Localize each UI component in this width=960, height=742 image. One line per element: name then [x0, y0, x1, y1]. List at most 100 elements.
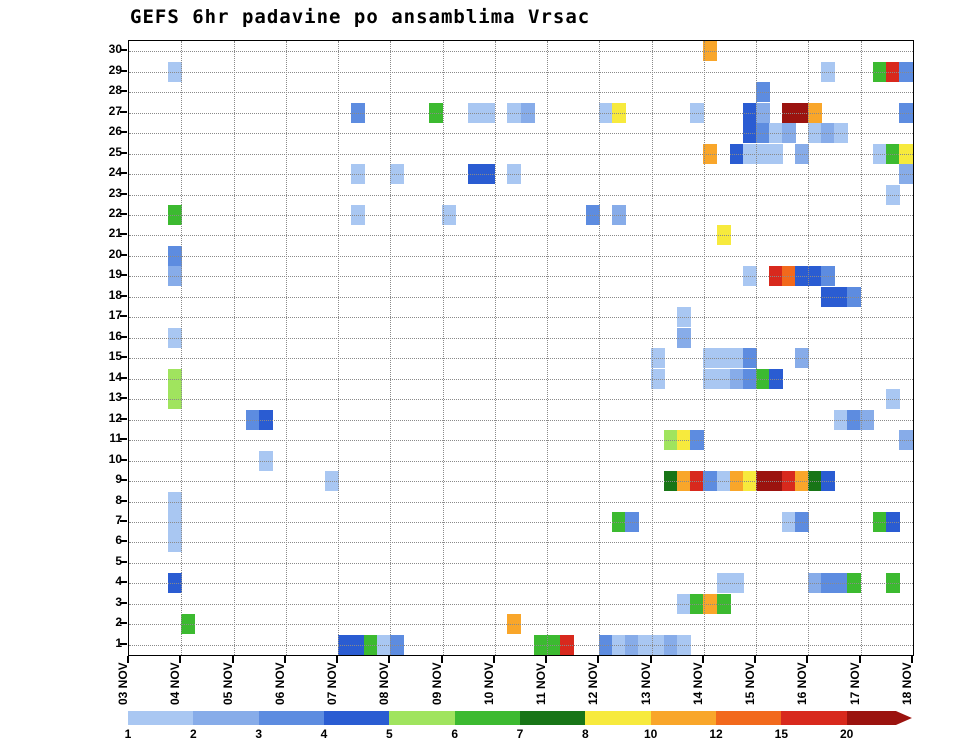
gridline-vertical	[390, 41, 392, 655]
y-axis-tick-label: 20	[108, 246, 122, 261]
legend-value-label: 6	[451, 727, 458, 741]
x-axis-tick-mark	[440, 656, 443, 663]
y-axis-tick-mark	[120, 397, 127, 400]
gridline-horizontal	[129, 71, 913, 73]
y-axis-tick-label: 6	[115, 533, 122, 548]
gridline-vertical	[233, 41, 235, 655]
x-axis-tick-label: 14 NOV	[690, 662, 705, 705]
legend-value-label: 15	[774, 727, 789, 741]
y-axis-tick-label: 16	[108, 328, 122, 343]
gridline-horizontal	[129, 419, 913, 421]
gridline-vertical	[181, 41, 183, 655]
y-axis-tick-mark	[120, 540, 127, 543]
gridline-horizontal	[129, 624, 913, 626]
gridline-horizontal	[129, 481, 913, 483]
y-axis-tick-label: 4	[115, 574, 122, 589]
gridline-horizontal	[129, 501, 913, 503]
legend-color-segment	[193, 711, 259, 725]
y-axis-tick-mark	[120, 642, 127, 645]
gridline-horizontal	[129, 644, 913, 646]
legend-value-label: 10	[643, 727, 658, 741]
x-axis-tick-label: 17 NOV	[847, 662, 862, 705]
y-axis-tick-label: 17	[108, 308, 122, 323]
y-axis-tick-label: 3	[115, 594, 122, 609]
y-axis-tick-label: 19	[108, 267, 122, 282]
legend-value-label: 20	[839, 727, 854, 741]
x-axis-tick-label: 16 NOV	[795, 662, 810, 705]
x-axis-tick-mark	[649, 656, 652, 663]
y-axis-tick-mark	[120, 560, 127, 563]
legend-color-segment	[454, 711, 520, 725]
gridline-horizontal	[129, 337, 913, 339]
y-axis-tick-label: 5	[115, 553, 122, 568]
legend-color-segment	[781, 711, 847, 725]
y-axis-tick-label: 24	[108, 165, 122, 180]
gridline-horizontal	[129, 255, 913, 257]
gridline-horizontal	[129, 51, 913, 53]
y-axis-tick-mark	[120, 151, 127, 154]
y-axis-tick-mark	[120, 458, 127, 461]
gridline-vertical	[756, 41, 758, 655]
x-axis-tick-label: 18 NOV	[900, 662, 914, 705]
gridline-vertical	[651, 41, 653, 655]
y-axis-tick-label: 11	[109, 431, 122, 446]
y-axis-tick-mark	[120, 315, 127, 318]
y-axis-tick-label: 18	[108, 287, 122, 302]
legend-value-label: 3	[255, 727, 262, 741]
y-axis-tick-mark	[120, 479, 127, 482]
y-axis-tick-mark	[120, 69, 127, 72]
x-axis-tick-mark	[701, 656, 704, 663]
gridline-horizontal	[129, 174, 913, 176]
gridline-horizontal	[129, 440, 913, 442]
y-axis-tick-mark	[120, 233, 127, 236]
y-axis-tick-mark	[120, 253, 127, 256]
gridline-horizontal	[129, 296, 913, 298]
x-axis-tick-label: 10 NOV	[481, 662, 496, 705]
y-axis-tick-label: 27	[108, 103, 122, 118]
y-axis-tick-label: 28	[108, 83, 122, 98]
x-axis-tick-label: 07 NOV	[325, 662, 340, 705]
x-axis-tick-mark	[911, 656, 913, 663]
y-axis-tick-label: 1	[115, 635, 122, 650]
legend-value-label: 2	[189, 727, 197, 741]
y-axis-tick-label: 30	[108, 42, 122, 57]
gridline-horizontal	[129, 603, 913, 605]
gridline-vertical	[547, 41, 549, 655]
gridline-horizontal	[129, 235, 913, 237]
gridline-horizontal	[129, 214, 913, 216]
legend-colorbar	[128, 711, 912, 725]
y-axis-tick-mark	[120, 499, 127, 502]
x-axis-tick-mark	[231, 656, 234, 663]
gridline-vertical	[808, 41, 810, 655]
y-axis-tick-label: 12	[108, 410, 122, 425]
x-axis-tick-label: 05 NOV	[220, 662, 235, 705]
gridline-horizontal	[129, 317, 913, 319]
gridline-vertical	[285, 41, 287, 655]
gridline-horizontal	[129, 153, 913, 155]
y-axis-tick-mark	[120, 581, 127, 584]
legend-color-segment	[389, 711, 455, 725]
x-axis-tick-mark	[545, 656, 548, 663]
x-axis-tick-label: 15 NOV	[743, 662, 758, 705]
gridline-vertical	[494, 41, 496, 655]
legend-value-label: 4	[320, 727, 328, 741]
y-axis-tick-label: 10	[108, 451, 122, 466]
legend-value-label: 7	[516, 727, 524, 741]
y-axis-tick-label: 21	[108, 226, 122, 241]
x-axis-tick-label: 08 NOV	[377, 662, 392, 705]
y-axis-tick-mark	[120, 172, 127, 175]
gridline-horizontal	[129, 460, 913, 462]
gridline-horizontal	[129, 542, 913, 544]
legend-value-label: 12	[709, 727, 723, 741]
y-axis-tick-mark	[120, 519, 127, 522]
gridline-horizontal	[129, 562, 913, 564]
x-axis-tick-label: 03 NOV	[116, 662, 130, 705]
y-axis-tick-label: 8	[115, 492, 122, 507]
gridline-horizontal	[129, 521, 913, 523]
gridline-horizontal	[129, 378, 913, 380]
x-axis-tick-mark	[179, 656, 182, 663]
y-axis-tick-label: 2	[115, 615, 122, 630]
y-axis-tick-mark	[120, 294, 127, 297]
legend-color-segment	[585, 711, 651, 725]
x-axis-tick-label: 04 NOV	[168, 662, 183, 705]
